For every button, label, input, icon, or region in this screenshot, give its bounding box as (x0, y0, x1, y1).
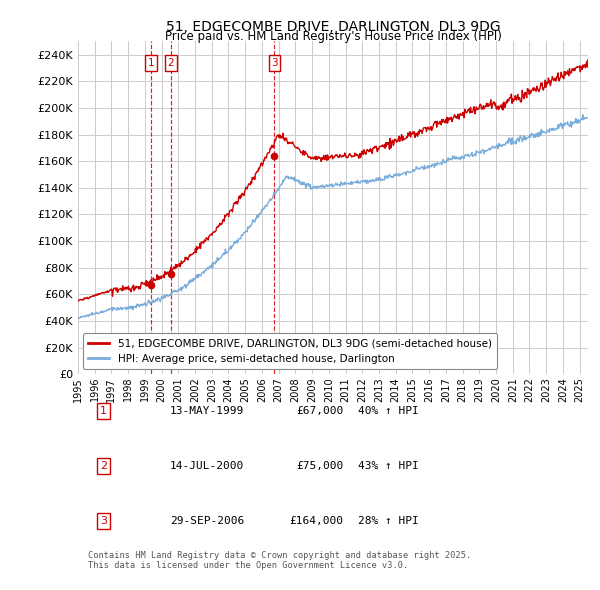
Text: £75,000: £75,000 (296, 461, 343, 471)
Text: 43% ↑ HPI: 43% ↑ HPI (359, 461, 419, 471)
Text: 3: 3 (100, 516, 107, 526)
Text: 51, EDGECOMBE DRIVE, DARLINGTON, DL3 9DG: 51, EDGECOMBE DRIVE, DARLINGTON, DL3 9DG (166, 19, 500, 34)
Text: 1: 1 (100, 406, 107, 416)
Text: 28% ↑ HPI: 28% ↑ HPI (359, 516, 419, 526)
Text: Contains HM Land Registry data © Crown copyright and database right 2025.
This d: Contains HM Land Registry data © Crown c… (88, 550, 472, 570)
Text: £67,000: £67,000 (296, 406, 343, 416)
Text: £164,000: £164,000 (289, 516, 343, 526)
Text: 3: 3 (271, 58, 278, 68)
Text: 13-MAY-1999: 13-MAY-1999 (170, 406, 244, 416)
Text: 40% ↑ HPI: 40% ↑ HPI (359, 406, 419, 416)
Text: 14-JUL-2000: 14-JUL-2000 (170, 461, 244, 471)
Text: 2: 2 (100, 461, 107, 471)
Text: 29-SEP-2006: 29-SEP-2006 (170, 516, 244, 526)
Text: 1: 1 (148, 58, 154, 68)
Legend: 51, EDGECOMBE DRIVE, DARLINGTON, DL3 9DG (semi-detached house), HPI: Average pri: 51, EDGECOMBE DRIVE, DARLINGTON, DL3 9DG… (83, 333, 497, 369)
Text: Price paid vs. HM Land Registry's House Price Index (HPI): Price paid vs. HM Land Registry's House … (164, 30, 502, 43)
Text: 2: 2 (167, 58, 174, 68)
